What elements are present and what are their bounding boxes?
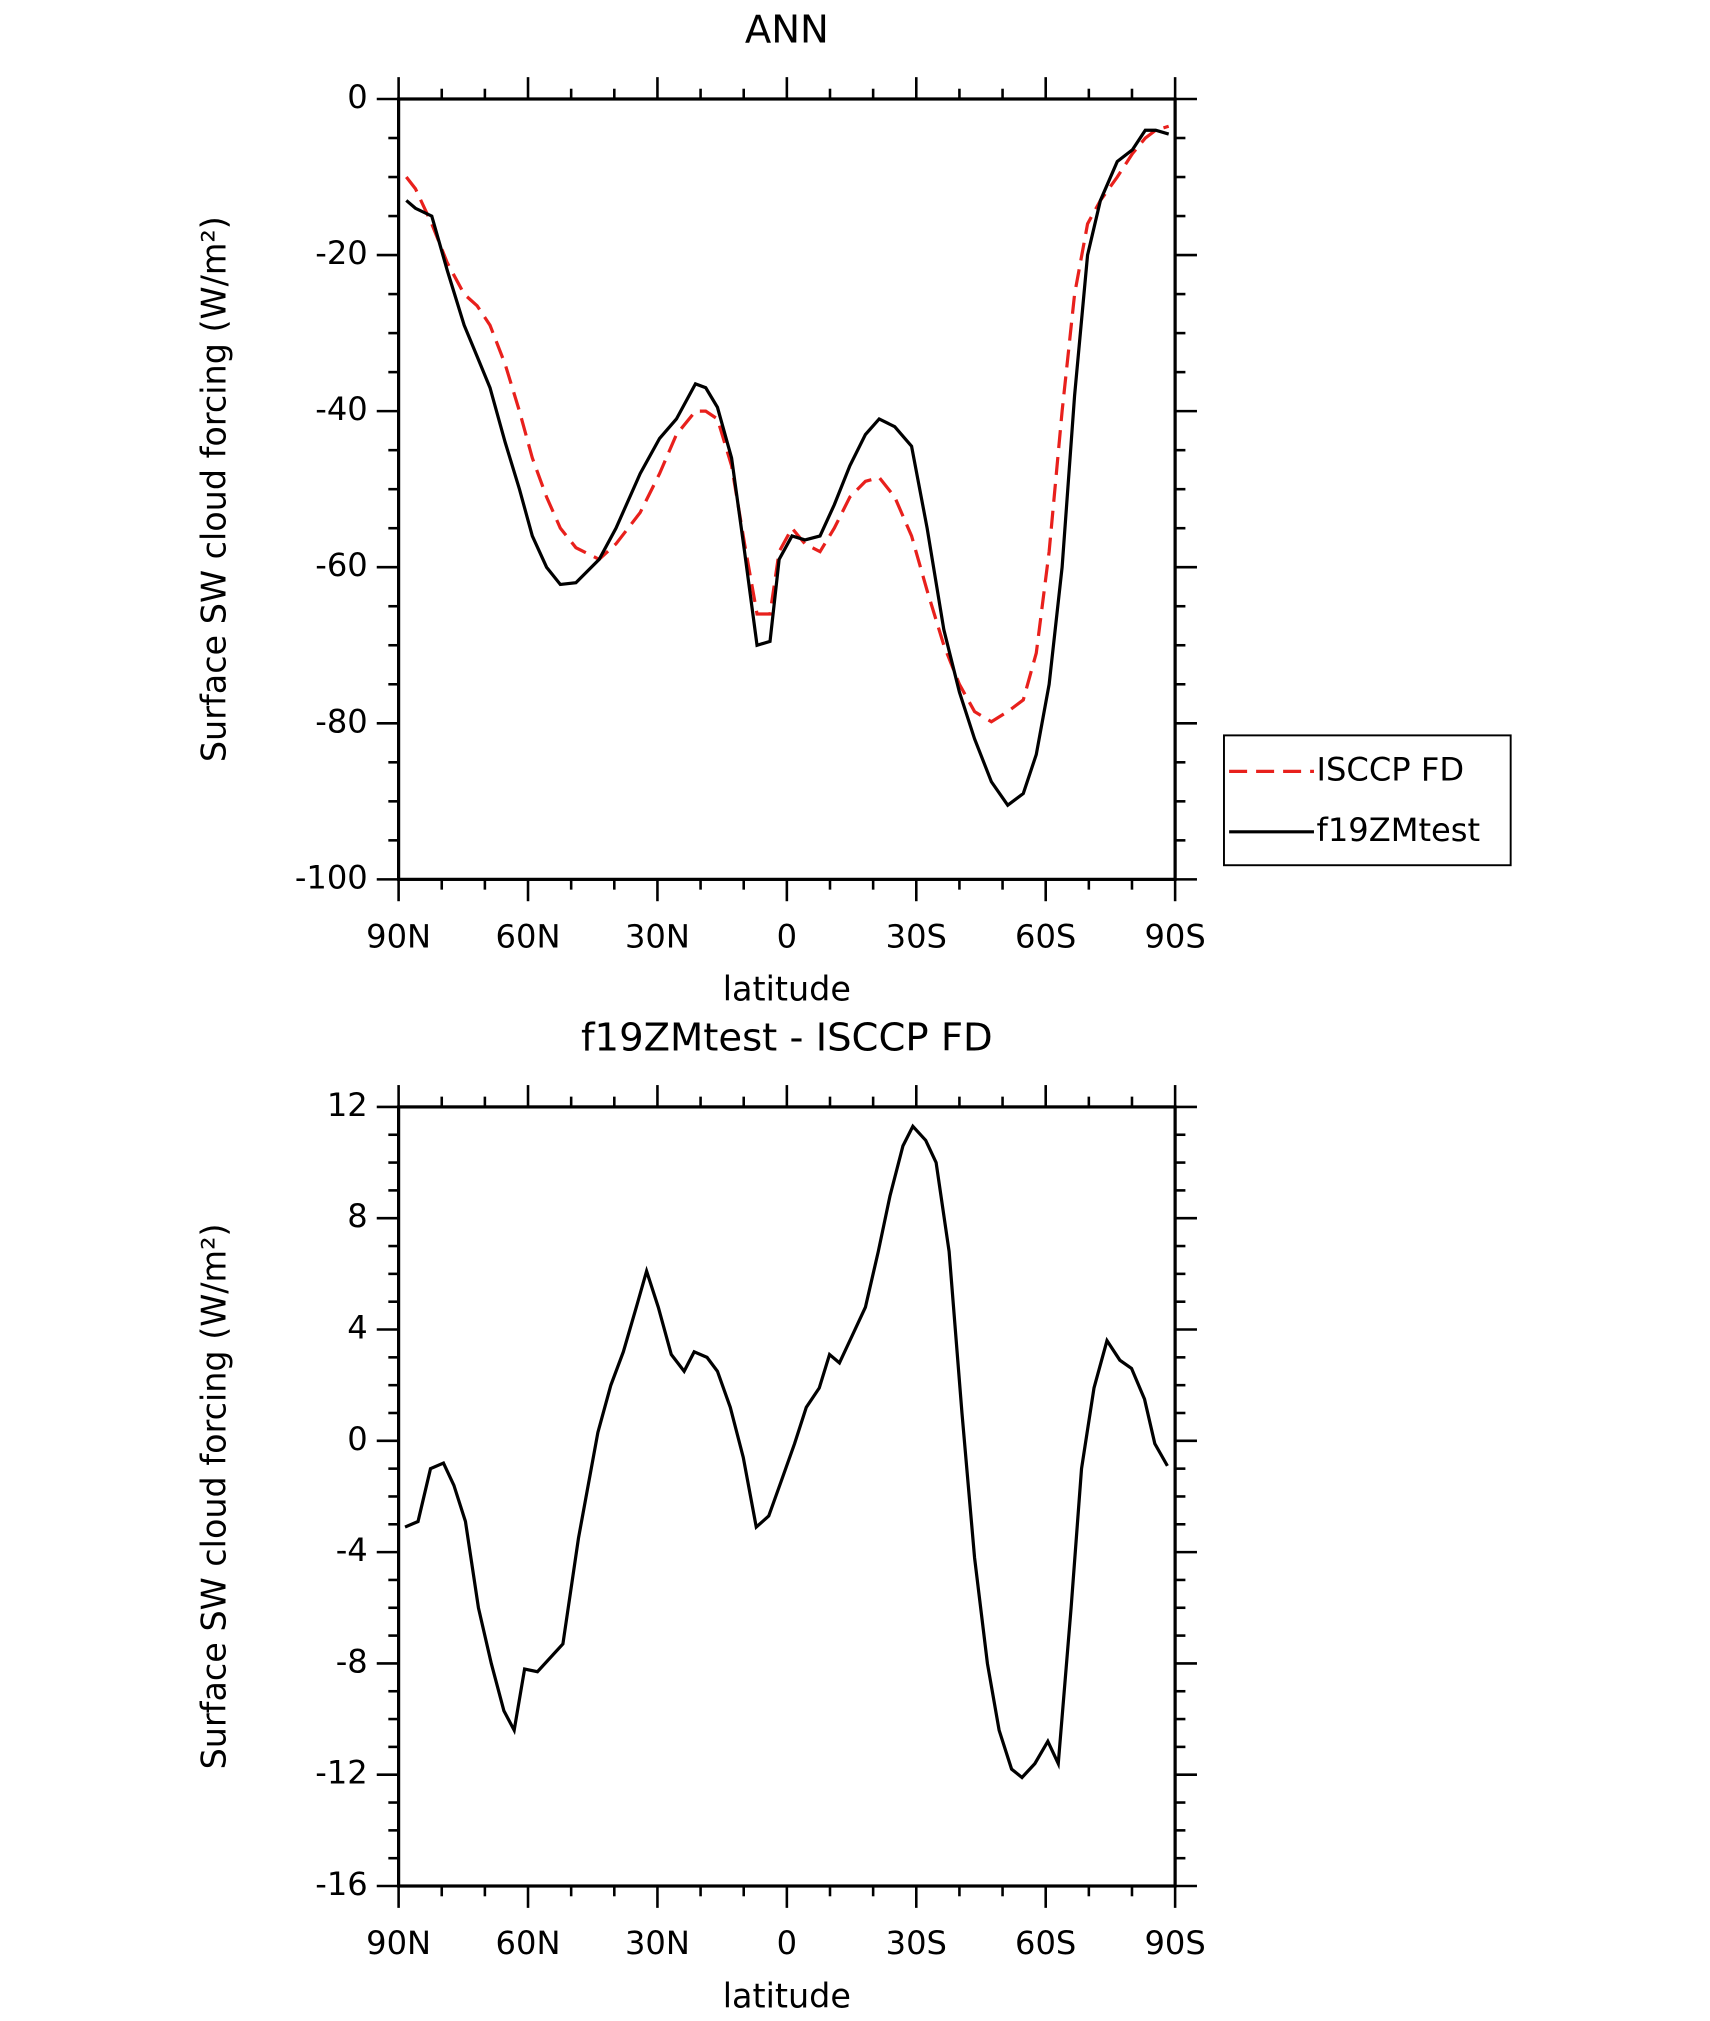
y-tick-label: -20 [315,234,367,272]
chart-title: f19ZMtest - ISCCP FD [581,1016,993,1061]
y-tick-label: -100 [295,858,368,896]
legend-box [1223,734,1512,867]
x-tick-label: 60N [496,918,561,956]
y-axis-label: Surface SW cloud forcing (W/m²) [195,216,234,762]
x-tick-label: 60N [496,1924,561,1962]
y-tick-label: -4 [336,1531,368,1569]
x-tick-label: 90N [366,1924,431,1962]
x-axis-label: latitude [723,970,851,1009]
series-line [404,1123,1169,1780]
y-tick-label: 8 [347,1197,367,1235]
x-tick-label: 30N [625,1924,690,1962]
y-tick-label: 0 [347,78,367,116]
x-tick-label: 0 [777,918,797,956]
legend-label: ISCCP FD [1317,750,1465,788]
y-tick-label: 0 [347,1420,367,1458]
x-tick-label: 90S [1144,918,1205,956]
y-tick-label: 12 [327,1086,368,1124]
y-tick-label: -12 [315,1754,367,1792]
y-tick-label: -60 [315,546,367,584]
y-tick-label: -8 [336,1642,368,1680]
plot-frame [396,97,1177,881]
y-tick-label: -40 [315,390,367,428]
chart-title: ANN [745,8,829,53]
x-tick-label: 30S [886,918,947,956]
x-tick-label: 90N [366,918,431,956]
legend-label: f19ZMtest [1317,811,1481,849]
x-tick-label: 30N [625,918,690,956]
x-tick-label: 0 [777,1924,797,1962]
plot-frame [396,1105,1177,1888]
y-tick-label: -80 [315,702,367,740]
x-tick-label: 30S [886,1924,947,1962]
x-tick-label: 60S [1015,1924,1076,1962]
y-tick-label: -16 [315,1865,367,1903]
x-tick-label: 60S [1015,918,1076,956]
series-line [405,128,1170,808]
x-axis-label: latitude [723,1976,851,2015]
y-axis-label: Surface SW cloud forcing (W/m²) [195,1223,234,1769]
x-tick-label: 90S [1144,1924,1205,1962]
y-tick-label: 4 [347,1309,367,1347]
